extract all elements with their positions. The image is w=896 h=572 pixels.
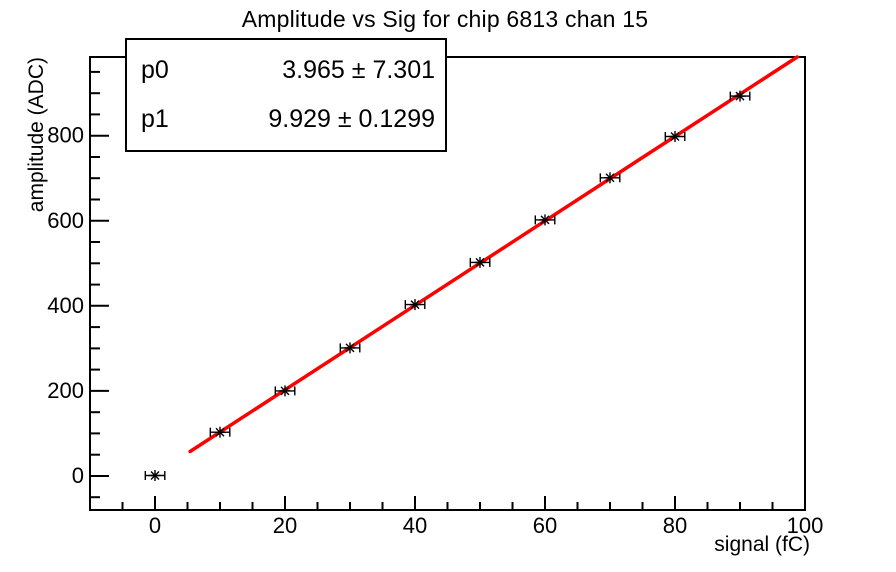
stats-row-p1: p1 9.929 ± 0.1299: [141, 105, 435, 134]
data-point: [404, 299, 426, 311]
x-tick-label: 20: [273, 513, 297, 538]
x-tick-label: 40: [403, 513, 427, 538]
marker-diag2: [150, 471, 160, 480]
x-axis-ticks: 0 20 40 60 80 100: [89, 496, 824, 538]
marker-diag2: [280, 386, 290, 396]
stats-p0-label: p0: [141, 56, 169, 84]
stats-row-p0: p0 3.965 ± 7.301: [141, 56, 435, 85]
y-tick-label: 400: [47, 293, 84, 318]
x-tick-label: 100: [787, 513, 824, 538]
marker-diag2: [605, 173, 615, 183]
chart-title: Amplitude vs Sig for chip 6813 chan 15: [241, 6, 649, 32]
data-point: [729, 90, 751, 102]
fit-line: [188, 55, 799, 454]
data-point: [274, 385, 296, 397]
y-tick-label: 600: [47, 208, 84, 233]
data-point: [144, 470, 166, 481]
y-tick-label: 800: [47, 123, 84, 148]
marker-diag2: [215, 427, 225, 437]
stats-p0-value: 3.965 ± 7.301: [282, 56, 435, 84]
x-tick-label: 80: [663, 513, 687, 538]
fit-stats-box: p0 3.965 ± 7.301 p1 9.929 ± 0.1299: [125, 38, 447, 152]
marker-diag2: [735, 91, 745, 101]
data-series: [144, 90, 751, 481]
y-axis-ticks: 0 200 400 600 800: [47, 70, 109, 499]
x-tick-label: 0: [149, 513, 161, 538]
marker-diag2: [670, 132, 680, 141]
stats-p1-label: p1: [141, 105, 169, 133]
data-point: [469, 256, 491, 268]
data-point: [339, 342, 361, 354]
y-tick-label: 200: [47, 378, 84, 403]
marker-diag2: [475, 257, 485, 267]
data-point: [534, 214, 556, 226]
y-tick-label: 0: [72, 463, 84, 488]
stats-p1-value: 9.929 ± 0.1299: [268, 105, 435, 133]
marker-diag2: [345, 343, 355, 353]
x-tick-label: 60: [533, 513, 557, 538]
marker-diag2: [410, 300, 420, 310]
y-axis-label: amplitude (ADC): [25, 57, 48, 213]
data-point: [664, 131, 686, 142]
data-point: [599, 172, 621, 184]
marker-diag2: [540, 215, 550, 225]
x-axis-label: signal (fC): [714, 533, 810, 556]
data-point: [209, 426, 231, 438]
